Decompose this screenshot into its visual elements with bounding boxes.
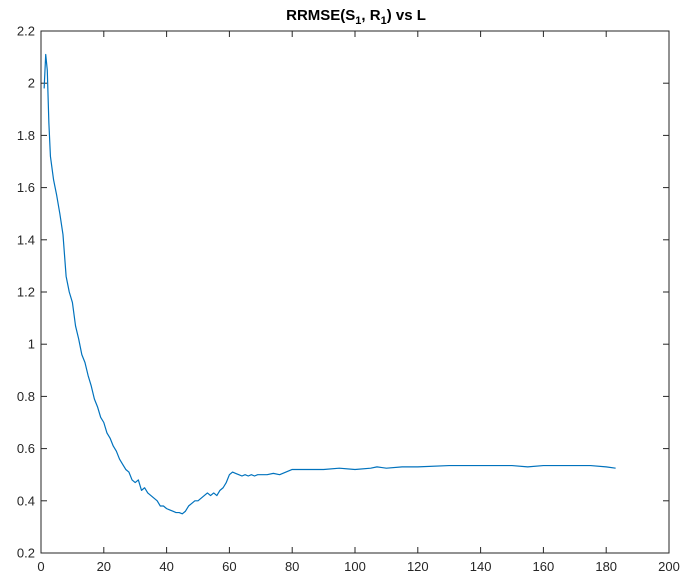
x-tick-label: 200	[658, 559, 680, 574]
x-tick-label: 60	[222, 559, 236, 574]
x-tick-label: 100	[344, 559, 366, 574]
series-line	[43, 53, 616, 515]
x-tick-label: 120	[407, 559, 429, 574]
title-sub2: 1	[381, 15, 387, 27]
y-tick-label: 1.4	[17, 232, 35, 247]
title-mid: , R	[361, 7, 380, 24]
y-tick-label: 0.6	[17, 441, 35, 456]
y-tick-label: 0.2	[17, 546, 35, 561]
y-tick-label: 1.2	[17, 285, 35, 300]
plot-area	[40, 30, 670, 554]
x-tick-label: 180	[595, 559, 617, 574]
title-main: RRMSE(S	[286, 7, 355, 24]
x-tick-label: 140	[470, 559, 492, 574]
axis-ticks	[40, 30, 670, 554]
x-tick-label: 80	[285, 559, 299, 574]
x-tick-label: 0	[37, 559, 44, 574]
chart-title: RRMSE(S1, R1) vs L	[286, 7, 426, 27]
y-tick-label: 2.2	[17, 24, 35, 39]
x-tick-label: 40	[159, 559, 173, 574]
x-tick-label: 20	[97, 559, 111, 574]
y-tick-label: 1.6	[17, 180, 35, 195]
tick-labels: 0 20 40 60 80 100 120 140 160 180 200 0.2 0.4 0.6 0.8 1…	[17, 24, 680, 575]
x-tick-label: 160	[533, 559, 555, 574]
y-tick-label: 1.8	[17, 128, 35, 143]
y-tick-label: 1	[28, 337, 35, 352]
y-tick-label: 2	[28, 76, 35, 91]
title-end: ) vs L	[387, 7, 426, 24]
y-tick-label: 0.4	[17, 493, 35, 508]
title-sub1: 1	[355, 15, 361, 27]
y-tick-label: 0.8	[17, 389, 35, 404]
